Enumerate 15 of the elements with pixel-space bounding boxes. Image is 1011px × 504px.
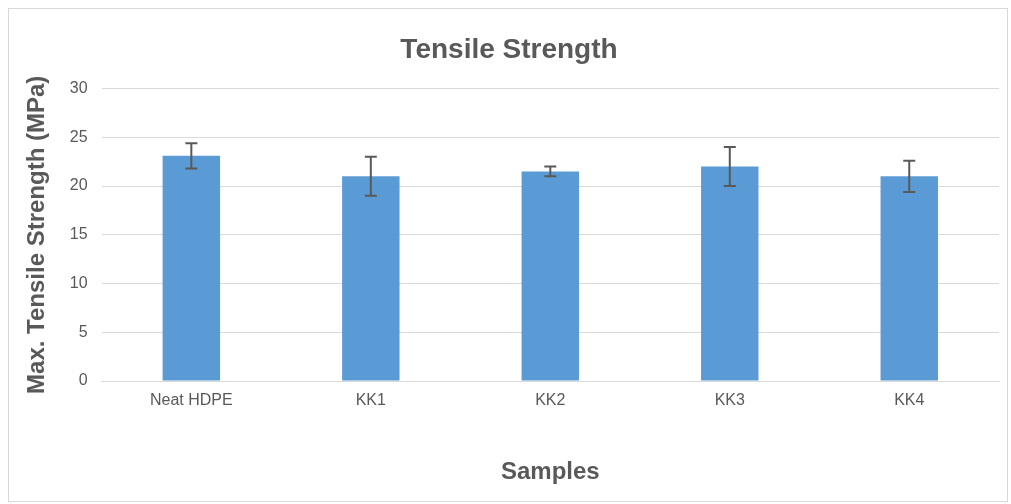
x-tick-label: KK4 (894, 391, 925, 409)
x-tick-label: Neat HDPE (149, 391, 233, 409)
y-tick-label: 10 (69, 273, 88, 291)
y-tick-label: 15 (69, 225, 88, 243)
y-tick-label: 5 (78, 322, 88, 340)
y-axis-title: Max. Tensile Strength (MPa) (22, 75, 50, 394)
chart-title: Tensile Strength (400, 32, 618, 64)
x-tick-label: KK1 (355, 391, 387, 409)
y-tick-label: 25 (69, 127, 88, 145)
x-axis-title: Samples (500, 457, 600, 485)
y-tick-label: 30 (69, 79, 88, 97)
x-tick-label: KK2 (535, 391, 566, 409)
y-tick-label: 0 (78, 371, 88, 389)
y-tick-label: 20 (69, 176, 88, 194)
x-tick-label: KK3 (714, 391, 745, 409)
